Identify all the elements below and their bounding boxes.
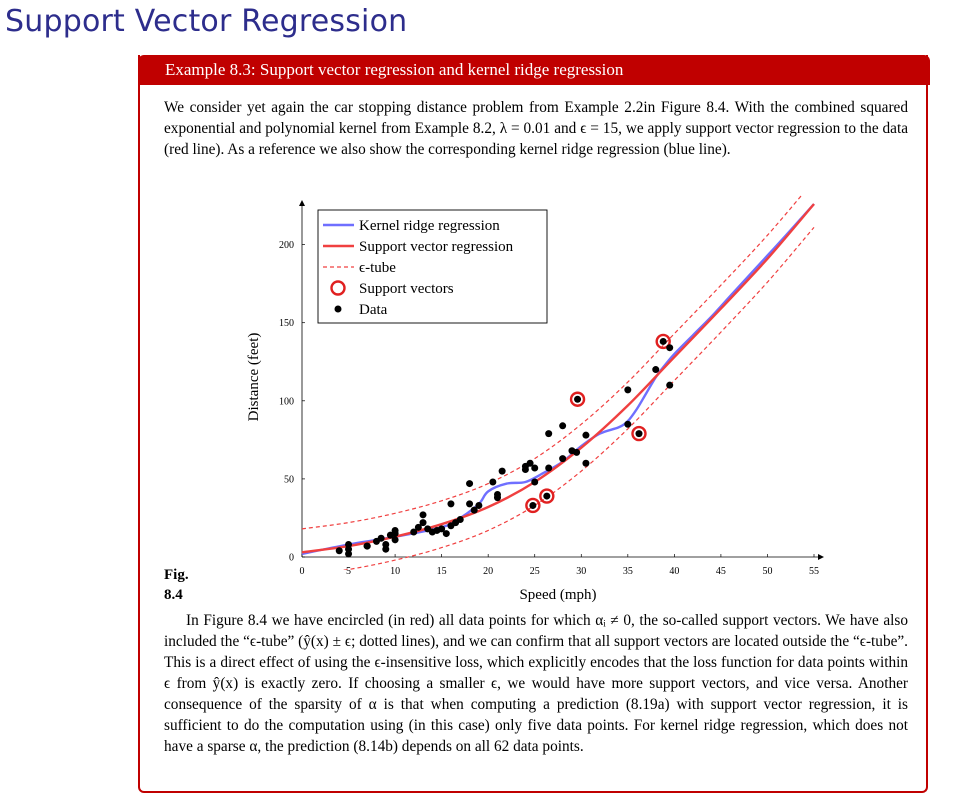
legend-box [317, 209, 548, 324]
data-point [466, 500, 474, 508]
x-tick-label: 25 [530, 566, 540, 577]
data-point [531, 478, 539, 486]
figure-label: Fig. 8.4 [164, 567, 189, 603]
support-vector-marker [525, 497, 541, 514]
x-tick-label: 40 [669, 566, 679, 577]
discussion-paragraph: In Figure 8.4 we have encircled (in red)… [164, 612, 908, 755]
x-tick-label: 45 [716, 566, 726, 577]
data-point [624, 386, 632, 394]
y-tick-label: 100 [279, 396, 294, 407]
data-point [666, 381, 674, 389]
data-point [559, 455, 567, 463]
support-vector-marker [569, 391, 586, 407]
x-tick-label: 20 [483, 566, 493, 577]
legend-swatch-data [334, 305, 342, 313]
example-box [138, 55, 928, 793]
y-tick-label: 150 [279, 318, 294, 329]
data-point [573, 448, 581, 456]
data-point [466, 480, 474, 488]
x-tick-label: 15 [437, 566, 447, 577]
legend-label: Support vector regression [359, 239, 514, 255]
data-point [475, 501, 483, 509]
x-tick-label: 55 [809, 566, 819, 577]
data-point [470, 506, 478, 514]
data-point [447, 500, 455, 508]
y-axis-arrow [299, 200, 305, 206]
data-point [438, 525, 446, 533]
y-tick-label: 200 [279, 240, 294, 251]
epsilon-tube-lower [341, 227, 815, 570]
data-point [410, 528, 418, 536]
data-point [531, 464, 539, 472]
legend-label: Data [359, 302, 388, 318]
data-point [582, 431, 590, 439]
support-vector-marker [655, 333, 671, 350]
example-header: Example 8.3: Support vector regression a… [138, 55, 930, 85]
data-point [545, 430, 553, 438]
x-tick-label: 50 [762, 566, 772, 577]
data-point [419, 519, 427, 527]
x-tick-label: 35 [623, 566, 633, 577]
data-point [659, 337, 667, 345]
data-point [419, 511, 427, 519]
data-point [582, 459, 590, 467]
data-point [489, 478, 497, 486]
data-point [635, 430, 643, 438]
y-tick-label: 50 [284, 474, 294, 485]
data-point [498, 467, 506, 475]
x-axis-label: Speed (mph) [519, 587, 596, 603]
data-point [666, 344, 674, 352]
y-tick-label: 0 [289, 553, 294, 564]
data-point [414, 523, 422, 531]
epsilon-tube-upper [301, 195, 803, 530]
data-point [456, 516, 464, 524]
data-point [391, 536, 399, 544]
data-point [652, 366, 660, 374]
data-point [574, 395, 582, 403]
support-vector-marker [539, 488, 555, 504]
x-axis-arrow [818, 554, 824, 560]
legend-label: Kernel ridge regression [359, 218, 500, 234]
intro-paragraph: We consider yet again the car stopping d… [164, 99, 908, 158]
x-tick-label: 0 [300, 566, 305, 577]
krr-line [301, 203, 815, 556]
data-point [377, 534, 385, 542]
data-point [345, 541, 353, 549]
x-tick-label: 10 [390, 566, 400, 577]
data-point [543, 492, 551, 500]
data-point [335, 547, 343, 555]
legend-label: ϵ-tube [359, 260, 396, 276]
data-point [545, 464, 553, 472]
support-vector-marker [631, 425, 647, 442]
data-point [382, 541, 390, 549]
data-point [529, 501, 537, 509]
data-point [526, 459, 534, 467]
data-point [391, 526, 399, 534]
legend-swatch-sv [330, 280, 346, 296]
data-point [624, 420, 632, 428]
data-point [442, 530, 450, 538]
slide-title: Support Vector Regression [5, 4, 408, 39]
data-point [363, 542, 371, 550]
y-axis-label: Distance (feet) [246, 333, 262, 422]
x-tick-label: 30 [576, 566, 586, 577]
legend-label: Support vectors [359, 281, 454, 297]
data-point [493, 491, 501, 499]
data-point [559, 422, 567, 430]
x-tick-label: 5 [346, 566, 351, 577]
